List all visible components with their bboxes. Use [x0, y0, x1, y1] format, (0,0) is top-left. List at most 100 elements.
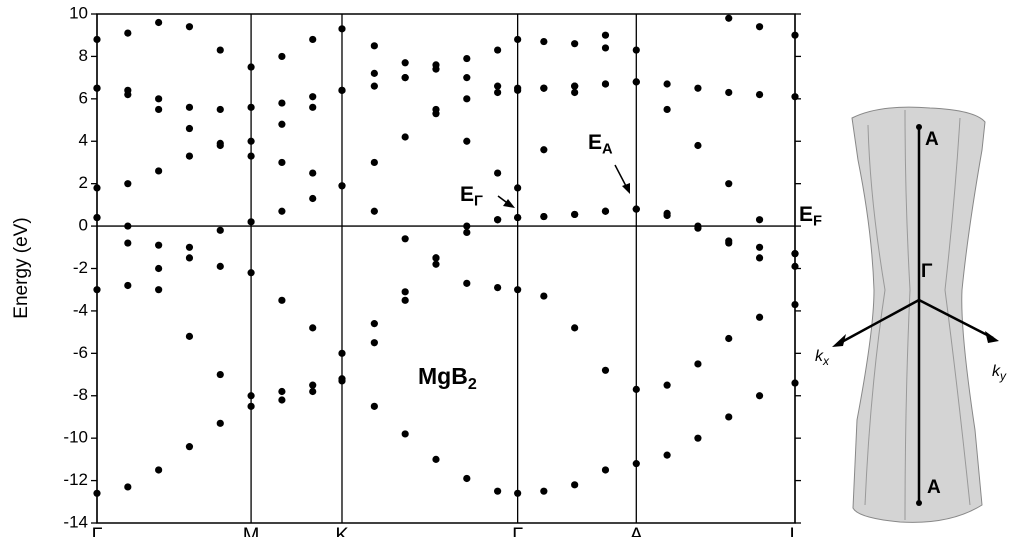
band-point	[463, 95, 470, 102]
label-subscript: F	[813, 213, 822, 229]
band-point	[633, 46, 640, 53]
y-tick-label: 6	[79, 88, 88, 107]
band-point	[756, 254, 763, 261]
band-point	[725, 89, 732, 96]
y-tick-label: -4	[73, 300, 88, 319]
band-point	[725, 180, 732, 187]
band-point	[756, 244, 763, 251]
band-point	[494, 488, 501, 495]
band-point	[371, 208, 378, 215]
band-point	[309, 36, 316, 43]
band-point	[756, 216, 763, 223]
band-point	[217, 263, 224, 270]
band-point	[155, 106, 162, 113]
band-point	[571, 324, 578, 331]
band-point	[664, 452, 671, 459]
band-point	[247, 403, 254, 410]
band-point	[371, 339, 378, 346]
band-point	[602, 208, 609, 215]
y-tick-label: 10	[69, 3, 88, 22]
band-point	[494, 89, 501, 96]
band-point	[463, 229, 470, 236]
band-point	[247, 63, 254, 70]
band-point	[725, 15, 732, 22]
band-point	[694, 225, 701, 232]
band-point	[402, 74, 409, 81]
y-tick-label: -2	[73, 258, 88, 277]
band-point	[514, 490, 521, 497]
band-point	[540, 38, 547, 45]
x-tick-label: K	[335, 525, 349, 537]
band-point	[338, 375, 345, 382]
annotation: EΓ	[460, 183, 483, 210]
band-point	[124, 239, 131, 246]
band-point	[124, 483, 131, 490]
band-point	[371, 320, 378, 327]
band-point	[309, 382, 316, 389]
band-point	[540, 488, 547, 495]
band-point	[494, 83, 501, 90]
band-point	[217, 371, 224, 378]
band-point	[247, 269, 254, 276]
band-point	[186, 152, 193, 159]
band-point	[338, 350, 345, 357]
band-point	[791, 263, 798, 270]
band-point	[432, 61, 439, 68]
band-point	[371, 42, 378, 49]
band-point	[664, 382, 671, 389]
band-point	[124, 29, 131, 36]
inset-label: A	[925, 129, 939, 150]
point	[916, 124, 922, 130]
band-point	[338, 87, 345, 94]
band-point	[186, 443, 193, 450]
band-point	[309, 93, 316, 100]
band-point	[791, 250, 798, 257]
band-point	[756, 91, 763, 98]
band-point	[155, 19, 162, 26]
x-tick-label: L	[789, 525, 800, 537]
band-point	[633, 460, 640, 467]
band-point	[186, 125, 193, 132]
band-point	[309, 195, 316, 202]
band-point	[725, 413, 732, 420]
band-point	[463, 74, 470, 81]
band-point	[540, 213, 547, 220]
band-point	[514, 87, 521, 94]
x-tick-label: M	[243, 525, 260, 537]
band-point	[756, 23, 763, 30]
label-subscript: 2	[468, 375, 477, 393]
band-point	[463, 280, 470, 287]
arrowhead	[622, 183, 630, 194]
band-point	[278, 121, 285, 128]
band-point	[402, 430, 409, 437]
band-point	[494, 46, 501, 53]
label-subscript: Γ	[474, 193, 483, 209]
band-point	[494, 284, 501, 291]
x-tick-label: Γ	[512, 525, 523, 537]
band-point	[463, 222, 470, 229]
x-tick-label: Γ	[91, 525, 102, 537]
band-point	[278, 53, 285, 60]
band-point	[694, 360, 701, 367]
band-point	[247, 218, 254, 225]
band-point	[278, 159, 285, 166]
band-point	[155, 95, 162, 102]
label-text: E	[588, 131, 602, 154]
band-point	[432, 456, 439, 463]
band-point	[756, 314, 763, 321]
band-point	[571, 89, 578, 96]
band-point	[402, 235, 409, 242]
band-point	[186, 333, 193, 340]
band-point	[494, 169, 501, 176]
band-point	[371, 83, 378, 90]
y-tick-label: 2	[79, 173, 88, 192]
label-subscript: A	[602, 141, 613, 157]
band-point	[791, 379, 798, 386]
band-point	[725, 237, 732, 244]
y-axis-label: Energy (eV)	[11, 217, 32, 318]
annotation: EF	[799, 203, 822, 230]
band-point	[514, 36, 521, 43]
fermi-surface	[832, 107, 999, 522]
band-point	[514, 184, 521, 191]
band-point	[278, 99, 285, 106]
